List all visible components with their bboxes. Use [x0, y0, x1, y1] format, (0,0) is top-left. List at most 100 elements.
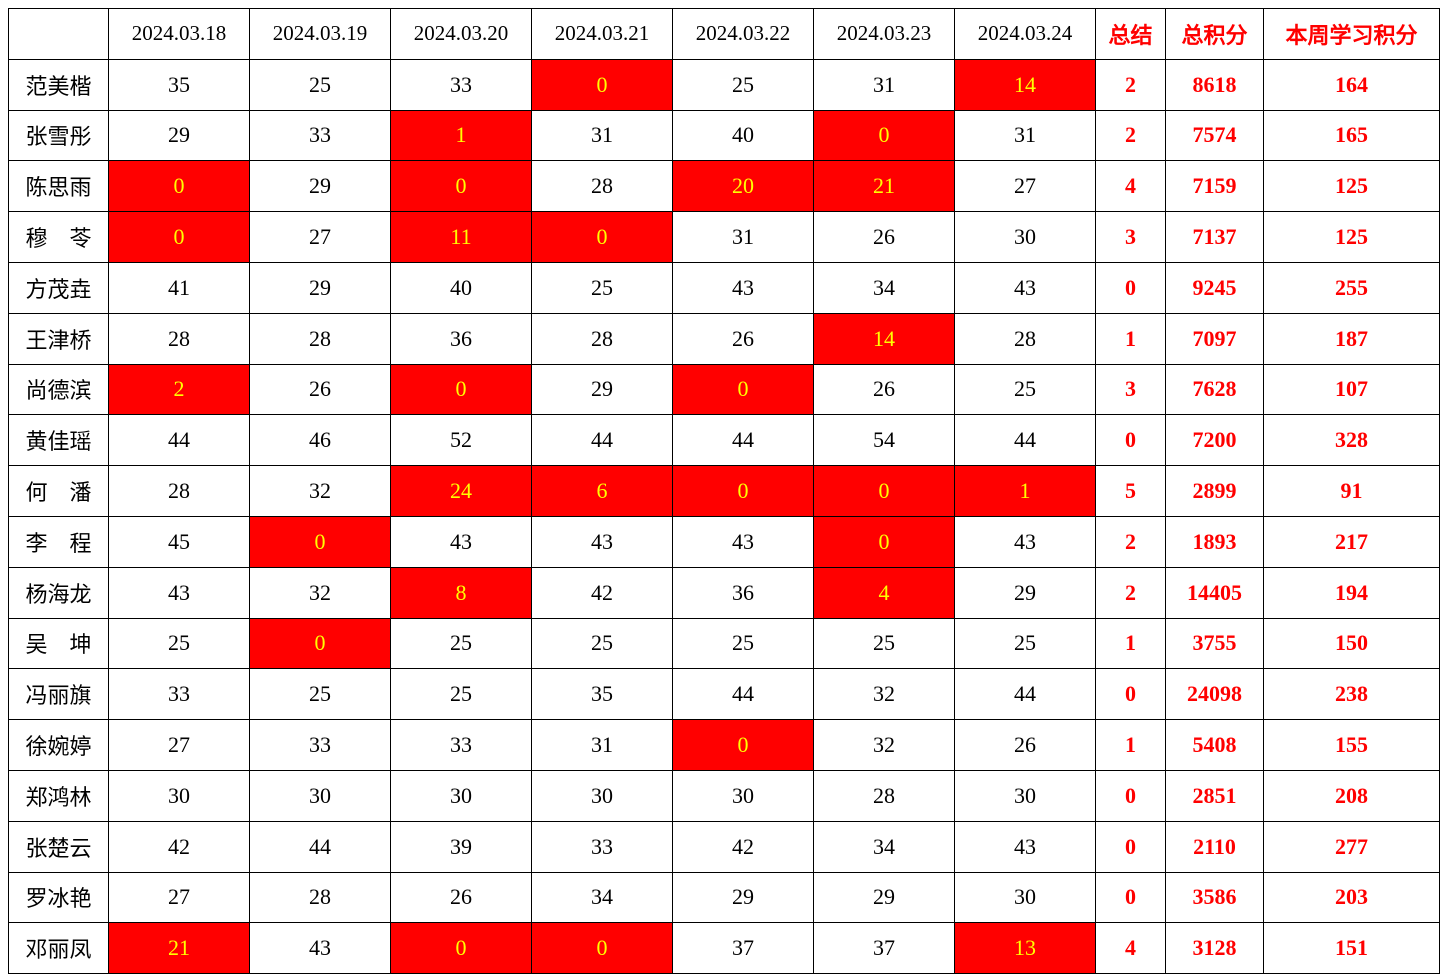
- score-cell: 41: [108, 261, 250, 314]
- score-cell: 31: [672, 211, 814, 263]
- score-cell: 25: [954, 617, 1096, 670]
- score-cell: 0: [813, 515, 955, 568]
- score-cell: 7159: [1165, 160, 1264, 213]
- table-row: 何 潘 28 32 24 6 0 0 1 5 2899 91: [8, 465, 1440, 517]
- score-cell: 31: [954, 109, 1096, 162]
- score-cell: 0: [813, 465, 955, 517]
- score-cell: 0: [1095, 769, 1166, 822]
- column-header: 2024.03.23: [813, 8, 955, 60]
- score-cell: 165: [1263, 109, 1440, 162]
- table-row: 冯丽旗 33 25 25 35 44 32 44 0 24098 238: [8, 668, 1440, 721]
- score-cell: 0: [1095, 820, 1166, 873]
- score-cell: 14405: [1165, 566, 1264, 619]
- score-cell: 255: [1263, 261, 1440, 314]
- score-cell: 31: [813, 58, 955, 111]
- score-table: 2024.03.18 2024.03.19 2024.03.20 2024.03.21…: [8, 8, 1440, 975]
- column-header: 总结: [1095, 8, 1166, 60]
- score-cell: 26: [813, 363, 955, 416]
- score-cell: 107: [1263, 363, 1440, 416]
- score-cell: 30: [672, 769, 814, 822]
- score-cell: 187: [1263, 312, 1440, 365]
- score-cell: 238: [1263, 668, 1440, 721]
- header-row: 2024.03.18 2024.03.19 2024.03.20 2024.03.21…: [8, 8, 1440, 60]
- score-cell: 151: [1263, 922, 1440, 975]
- score-cell: 33: [390, 58, 532, 111]
- table-row: 罗冰艳 27 28 26 34 29 29 30 0 3586 203: [8, 871, 1440, 924]
- score-cell: 8: [390, 566, 532, 619]
- score-cell: 44: [531, 414, 673, 467]
- row-name: 李 程: [8, 515, 109, 568]
- score-cell: 28: [108, 465, 250, 517]
- score-cell: 2: [1095, 515, 1166, 568]
- score-cell: 0: [531, 211, 673, 263]
- score-cell: 34: [813, 820, 955, 873]
- score-cell: 43: [249, 922, 391, 975]
- score-cell: 0: [531, 922, 673, 975]
- score-cell: 43: [954, 515, 1096, 568]
- score-cell: 0: [390, 363, 532, 416]
- score-cell: 26: [390, 871, 532, 924]
- score-cell: 125: [1263, 211, 1440, 263]
- row-name: 范美楷: [8, 58, 109, 111]
- score-cell: 42: [672, 820, 814, 873]
- score-cell: 37: [672, 922, 814, 975]
- column-header: 2024.03.20: [390, 8, 532, 60]
- score-cell: 46: [249, 414, 391, 467]
- score-cell: 125: [1263, 160, 1440, 213]
- score-cell: 0: [1095, 871, 1166, 924]
- score-cell: 25: [531, 617, 673, 670]
- score-cell: 34: [531, 871, 673, 924]
- score-cell: 14: [813, 312, 955, 365]
- score-cell: 1: [1095, 719, 1166, 771]
- score-cell: 44: [672, 668, 814, 721]
- score-cell: 155: [1263, 719, 1440, 771]
- score-cell: 0: [108, 160, 250, 213]
- table-row: 郑鸿林 30 30 30 30 30 28 30 0 2851 208: [8, 769, 1440, 822]
- score-cell: 7574: [1165, 109, 1264, 162]
- score-cell: 164: [1263, 58, 1440, 111]
- score-cell: 37: [813, 922, 955, 975]
- score-cell: 45: [108, 515, 250, 568]
- score-cell: 26: [954, 719, 1096, 771]
- score-cell: 36: [672, 566, 814, 619]
- score-cell: 0: [672, 465, 814, 517]
- score-cell: 2110: [1165, 820, 1264, 873]
- score-cell: 217: [1263, 515, 1440, 568]
- score-cell: 26: [672, 312, 814, 365]
- score-cell: 33: [249, 719, 391, 771]
- score-cell: 2899: [1165, 465, 1264, 517]
- score-cell: 1: [1095, 617, 1166, 670]
- score-cell: 0: [672, 363, 814, 416]
- score-cell: 30: [108, 769, 250, 822]
- score-cell: 28: [531, 160, 673, 213]
- column-header: 2024.03.24: [954, 8, 1096, 60]
- score-cell: 2: [108, 363, 250, 416]
- score-cell: 52: [390, 414, 532, 467]
- score-cell: 277: [1263, 820, 1440, 873]
- score-cell: 29: [954, 566, 1096, 619]
- row-name: 吴 坤: [8, 617, 109, 670]
- score-cell: 34: [813, 261, 955, 314]
- score-cell: 36: [390, 312, 532, 365]
- score-cell: 0: [1095, 668, 1166, 721]
- score-cell: 2: [1095, 566, 1166, 619]
- score-cell: 20: [672, 160, 814, 213]
- score-cell: 28: [249, 871, 391, 924]
- score-cell: 13: [954, 922, 1096, 975]
- score-cell: 28: [249, 312, 391, 365]
- score-cell: 8618: [1165, 58, 1264, 111]
- score-cell: 6: [531, 465, 673, 517]
- score-cell: 26: [813, 211, 955, 263]
- score-cell: 29: [108, 109, 250, 162]
- score-cell: 25: [249, 58, 391, 111]
- score-cell: 1: [954, 465, 1096, 517]
- row-name: 方茂垚: [8, 261, 109, 314]
- row-name: 王津桥: [8, 312, 109, 365]
- score-cell: 7097: [1165, 312, 1264, 365]
- score-cell: 0: [390, 922, 532, 975]
- score-cell: 44: [672, 414, 814, 467]
- score-cell: 42: [531, 566, 673, 619]
- row-name: 杨海龙: [8, 566, 109, 619]
- score-cell: 29: [249, 160, 391, 213]
- table-row: 黄佳瑶 44 46 52 44 44 54 44 0 7200 328: [8, 414, 1440, 467]
